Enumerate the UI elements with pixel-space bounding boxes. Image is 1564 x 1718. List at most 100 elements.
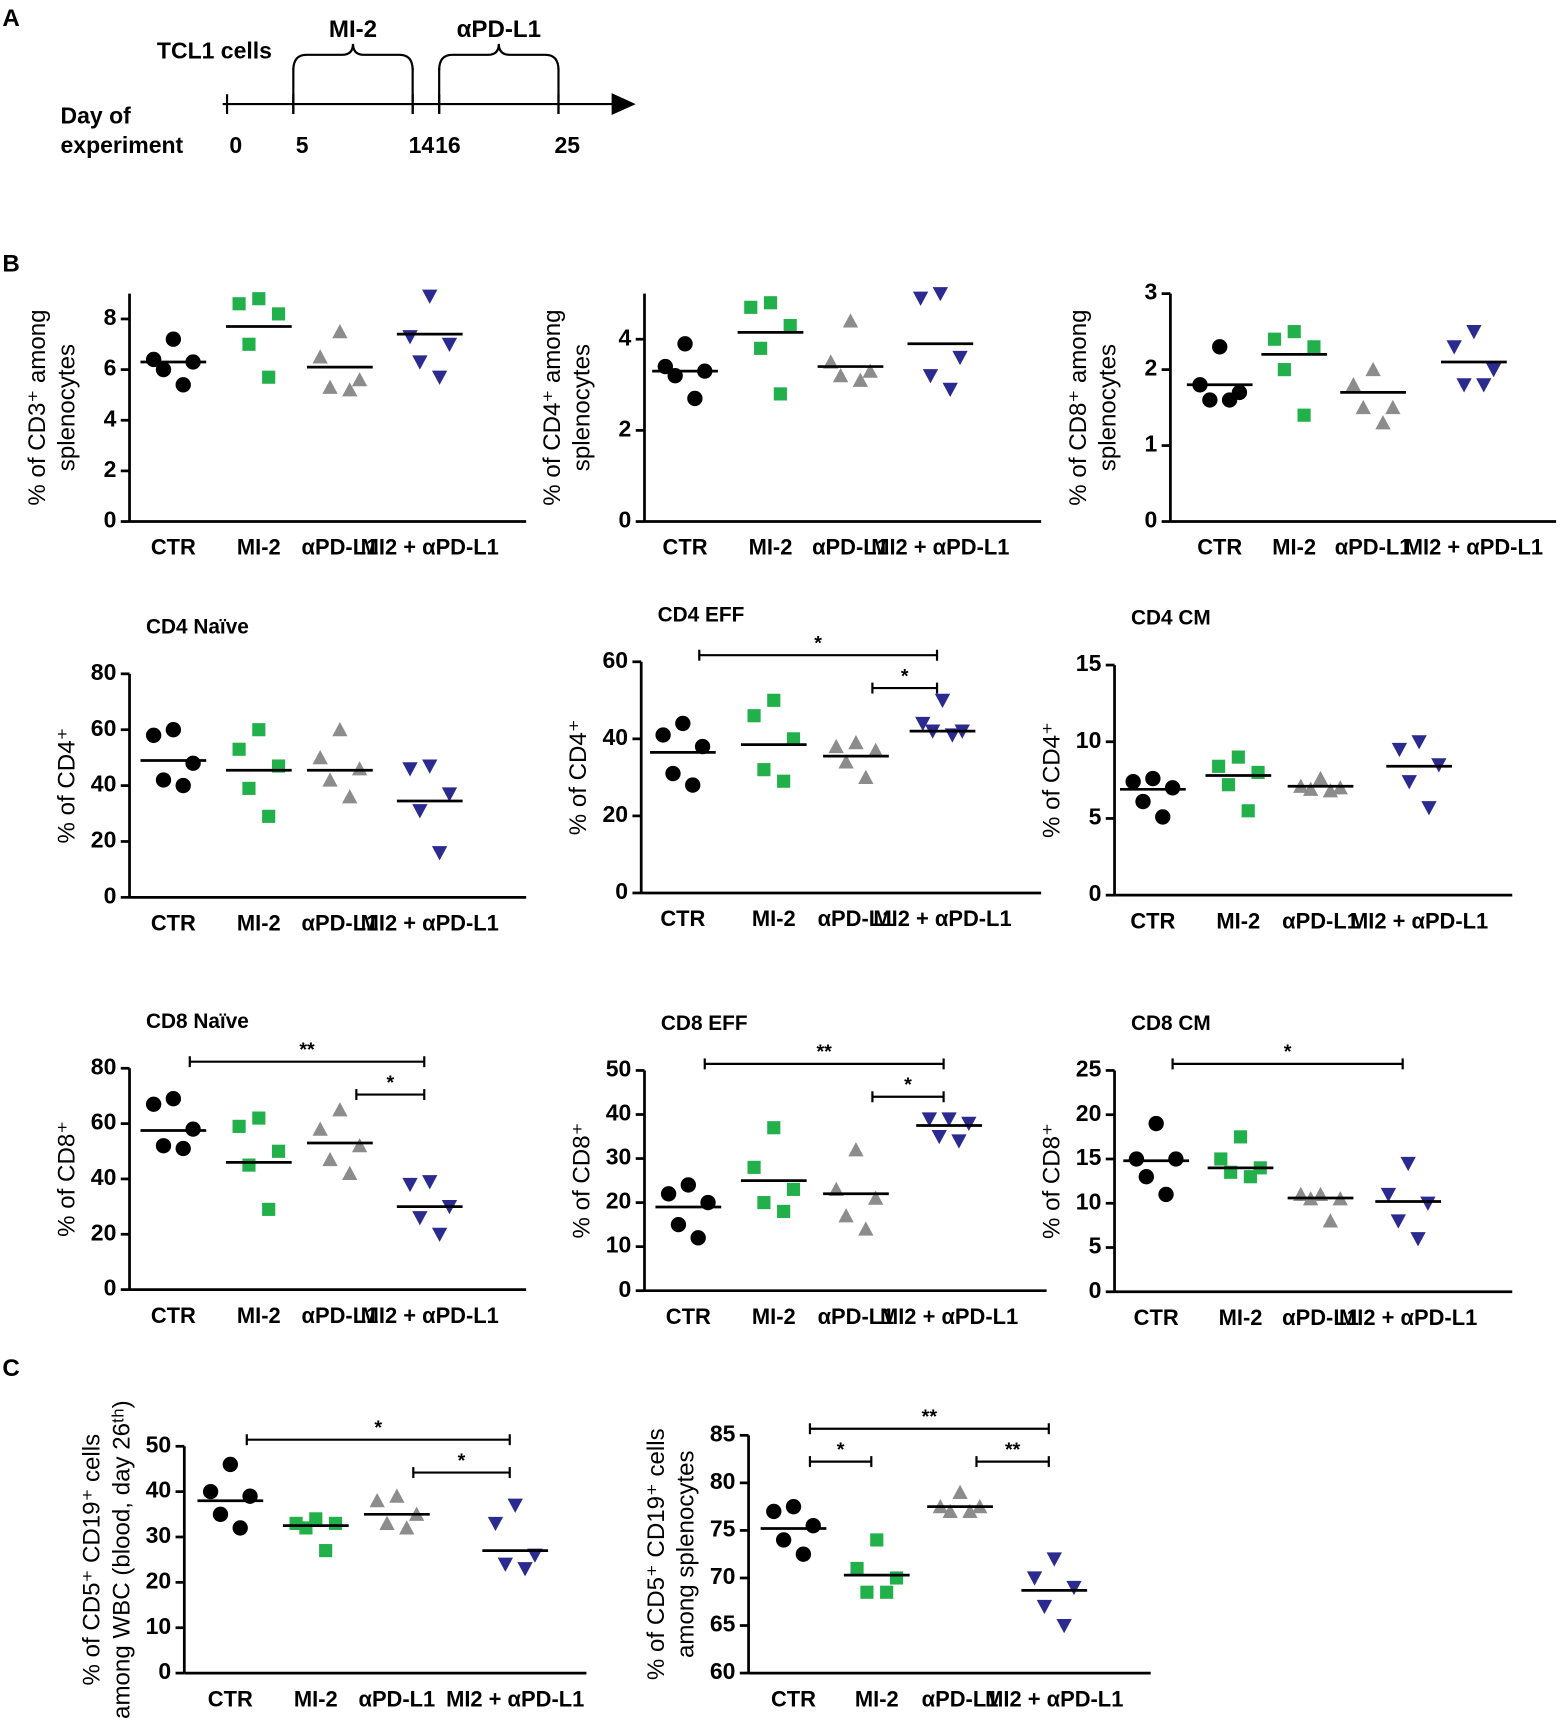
data-point [1158,1186,1174,1203]
data-point [1212,759,1226,773]
data-point [1456,378,1472,393]
data-point [242,781,256,795]
data-point [1307,340,1321,354]
data-point [322,1151,338,1167]
data-point [962,1503,978,1518]
x-tick-label: CTR [1130,908,1175,933]
treatment-brace [292,43,414,71]
data-point [1312,770,1329,786]
timeline-day: 0 [229,132,242,158]
data-point [685,777,701,793]
data-point [399,1520,415,1535]
data-point [838,1208,854,1223]
data-point [694,738,711,755]
data-point [785,1498,802,1515]
data-point [1128,1151,1145,1167]
significance-label: * [458,1450,466,1472]
chart-title: CD8 EFF [661,1012,748,1035]
data-point [155,361,172,378]
x-tick-label: CTR [1134,1305,1179,1330]
data-point [222,1456,239,1473]
data-point [912,291,929,306]
data-point [942,382,958,398]
data-point [1446,340,1462,355]
data-point [262,809,276,823]
data-point [1233,1130,1248,1144]
data-point [1056,1618,1072,1634]
y-tick-label: 0 [1089,880,1102,906]
x-tick-label: MI-2 [855,1686,899,1711]
data-point [431,846,448,861]
data-point [369,1493,385,1508]
y-tick-label: 40 [602,724,628,750]
data-point [527,1548,543,1563]
data-point [232,742,246,756]
y-tick-label: 10 [146,1613,172,1639]
y-tick-label: 80 [710,1468,736,1494]
data-point [1485,363,1502,378]
y-tick-label: 0 [104,882,117,908]
y-axis-label: % of CD8⁺ among [1065,309,1092,505]
significance-label: * [904,1074,912,1096]
y-tick-label: 30 [146,1522,172,1548]
data-point [389,1488,405,1503]
data-point [1385,399,1401,415]
y-tick-label: 10 [606,1232,632,1258]
data-point [1391,742,1408,758]
data-point [655,727,671,743]
data-point [1400,1156,1416,1172]
y-tick-label: 8 [104,304,117,330]
y-tick-label: 40 [146,1477,172,1503]
data-point [175,1140,191,1157]
y-tick-label: 0 [104,507,117,533]
data-point [262,1202,276,1216]
data-point [1066,1580,1082,1596]
x-tick-label: αPD-L1 [302,535,379,560]
data-point [665,765,681,782]
y-axis-label: % of CD8⁺ [568,1123,595,1239]
timeline-axis-label: experiment [61,132,184,158]
x-tick-label: CTR [660,906,705,931]
y-tick-label: 2 [104,456,117,482]
data-point [941,1112,957,1127]
x-tick-label: MI-2 [237,535,281,560]
data-point [322,772,338,787]
data-point [271,1144,286,1158]
y-tick-label: 20 [91,1219,117,1245]
panel-label: C [2,1355,19,1382]
data-point [145,727,162,743]
x-tick-label: MI2 + αPD-L1 [1339,1305,1477,1330]
significance-label: ** [922,1406,938,1428]
data-point [175,377,191,393]
data-point [252,1111,266,1125]
data-point [1241,804,1255,818]
data-point [1221,778,1236,792]
data-point [757,763,771,777]
x-tick-label: MI2 + αPD-L1 [880,1304,1018,1329]
data-point [252,723,266,737]
x-tick-label: CTR [151,1303,196,1328]
data-point [299,1521,313,1535]
timeline-arrow [611,93,636,116]
y-tick-label: 0 [619,507,632,533]
data-point [783,318,797,333]
y-tick-label: 75 [710,1516,736,1542]
x-tick-label: MI2 + αPD-L1 [1350,908,1488,933]
y-tick-label: 40 [91,771,117,797]
timeline-day: 14 [409,132,435,158]
data-point [942,1503,958,1518]
y-tick-label: 0 [1144,507,1157,533]
y-tick-label: 60 [91,715,117,741]
data-point [1380,1187,1397,1203]
data-point [1420,1196,1436,1211]
data-point [507,1498,523,1513]
y-tick-label: 0 [619,1276,632,1302]
data-point [952,1484,968,1499]
y-axis-label: % of CD4⁺ [565,719,592,835]
data-point [1302,781,1319,796]
data-point [858,769,874,784]
data-point [351,1138,368,1153]
data-point [232,297,246,311]
data-point [328,1516,343,1530]
data-point [262,370,276,384]
